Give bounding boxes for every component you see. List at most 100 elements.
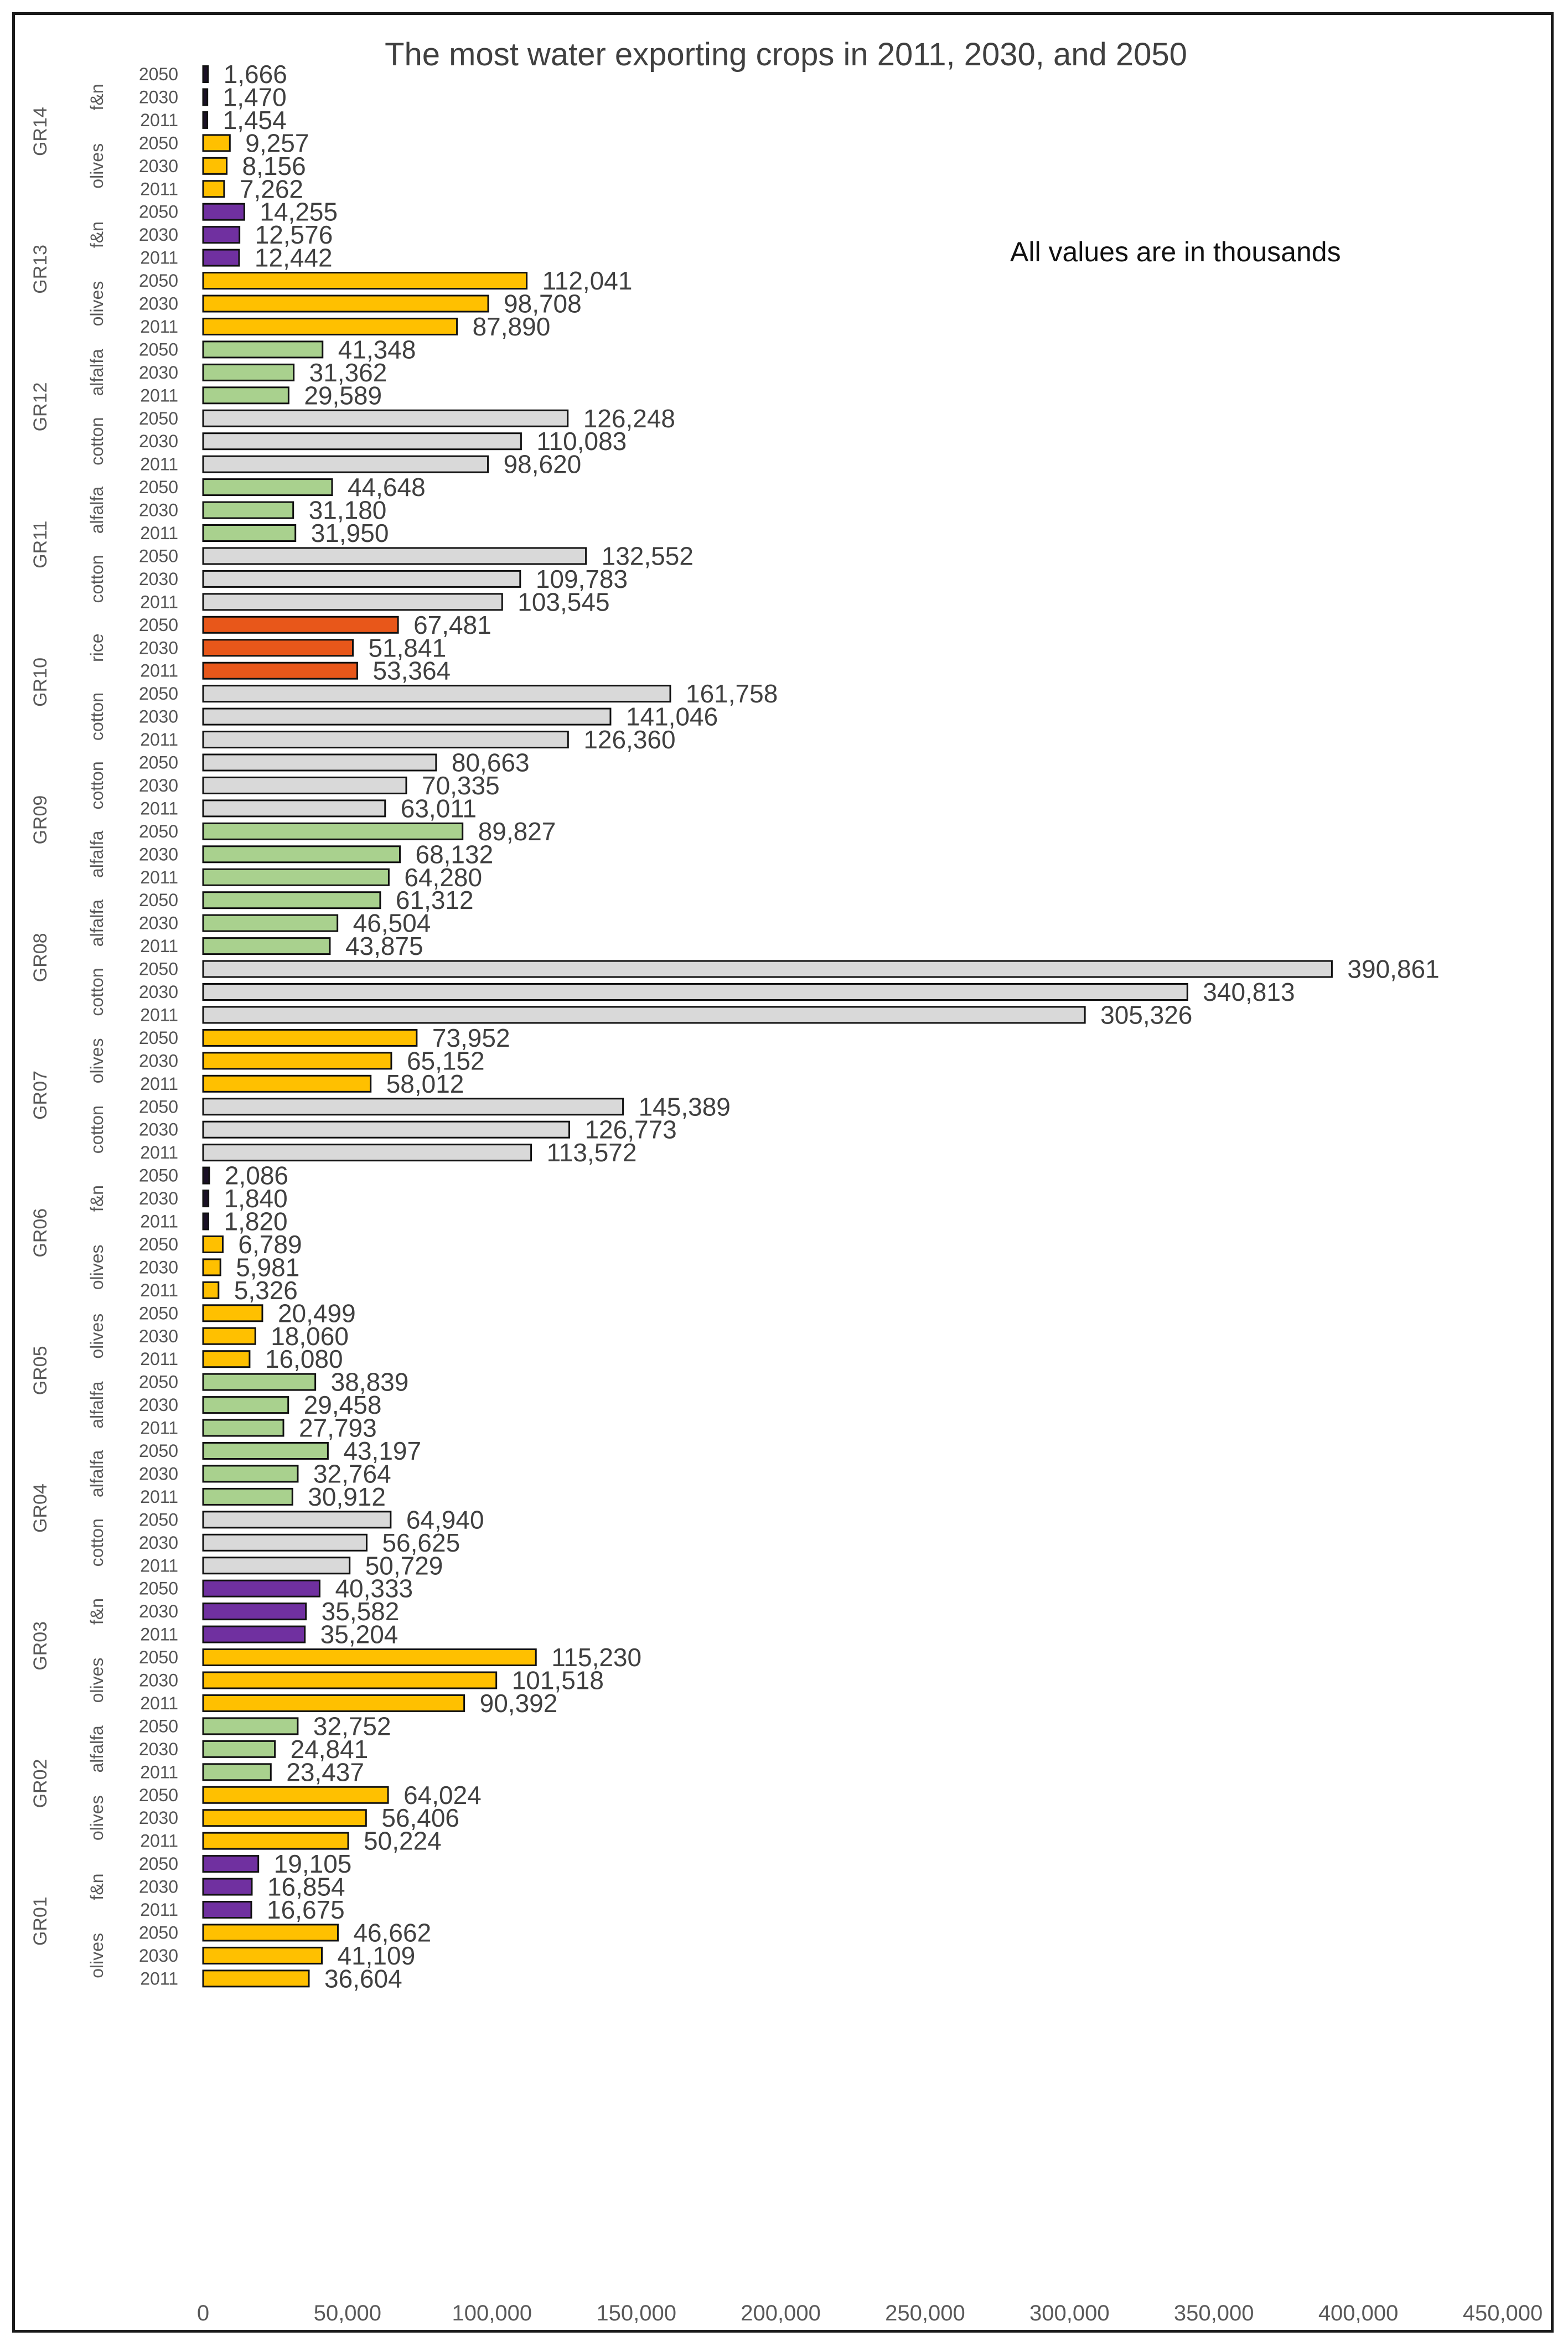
bar <box>202 1006 1086 1024</box>
data-label: 16,675 <box>267 1895 345 1924</box>
crop-label: alfalfa <box>87 349 107 396</box>
bar <box>202 1694 465 1712</box>
bar <box>202 455 489 473</box>
crop-label: cotton <box>87 1518 107 1567</box>
year-label: 2050 <box>139 1234 178 1254</box>
x-tick-label: 450,000 <box>1463 2301 1543 2325</box>
data-label: 19,105 <box>274 1849 352 1878</box>
chart-annotation: All values are in thousands <box>1010 236 1341 267</box>
year-label: 2030 <box>139 225 178 245</box>
data-label: 61,312 <box>396 886 474 914</box>
data-label: 31,180 <box>309 496 387 525</box>
year-label: 2030 <box>139 1946 178 1966</box>
year-label: 2050 <box>139 890 178 910</box>
year-label: 2030 <box>139 1326 178 1346</box>
year-label: 2030 <box>139 1533 178 1553</box>
data-label: 38,839 <box>331 1368 409 1397</box>
bar <box>202 363 295 381</box>
crop-label: alfalfa <box>87 1725 107 1773</box>
year-label: 2050 <box>139 1303 178 1323</box>
data-label: 12,442 <box>255 244 333 272</box>
bar <box>202 1304 263 1322</box>
bar <box>202 1144 532 1162</box>
year-label: 2011 <box>140 1074 178 1094</box>
year-label: 2030 <box>139 363 178 382</box>
data-label: 7,262 <box>240 174 303 203</box>
year-label: 2011 <box>140 385 178 405</box>
bar <box>202 1946 323 1965</box>
year-label: 2030 <box>139 844 178 864</box>
crop-label: cotton <box>87 692 107 741</box>
year-label: 2030 <box>139 431 178 451</box>
bar <box>202 845 401 864</box>
bar <box>202 776 407 794</box>
data-label: 64,280 <box>404 863 482 892</box>
year-label: 2030 <box>139 638 178 658</box>
data-label: 14,255 <box>260 198 338 226</box>
data-label: 90,392 <box>480 1689 558 1718</box>
data-label: 27,793 <box>299 1414 377 1443</box>
year-label: 2030 <box>139 1601 178 1621</box>
bar <box>202 685 671 703</box>
data-label: 16,854 <box>267 1873 345 1901</box>
crop-label: f&n <box>87 221 107 248</box>
data-label: 51,841 <box>368 633 446 662</box>
bar <box>202 1855 260 1873</box>
year-label: 2030 <box>139 569 178 589</box>
data-label: 87,890 <box>473 312 551 341</box>
bar <box>202 1419 284 1437</box>
data-label: 40,333 <box>335 1574 413 1603</box>
year-label: 2011 <box>140 592 178 612</box>
year-label: 2050 <box>139 1785 178 1805</box>
group-label: GR06 <box>30 1208 51 1258</box>
data-label: 29,589 <box>304 381 382 410</box>
group-label: GR01 <box>30 1896 51 1946</box>
data-label: 12,576 <box>255 220 333 249</box>
bar <box>202 134 231 152</box>
bar <box>202 1028 418 1047</box>
bar <box>202 1373 317 1391</box>
data-label: 67,481 <box>413 611 491 639</box>
crop-label: cotton <box>87 417 107 466</box>
year-label: 2030 <box>139 1051 178 1071</box>
bar <box>202 1442 329 1460</box>
x-tick-label: 100,000 <box>452 2301 532 2325</box>
year-label: 2011 <box>140 1418 178 1438</box>
year-label: 2030 <box>139 1395 178 1415</box>
bar <box>202 1625 306 1643</box>
year-label: 2011 <box>140 1487 178 1507</box>
bar <box>202 249 240 267</box>
group-label: GR03 <box>30 1621 51 1671</box>
year-label: 2011 <box>140 110 178 130</box>
data-label: 16,080 <box>265 1345 343 1373</box>
year-label: 2050 <box>139 339 178 359</box>
x-tick-label: 200,000 <box>741 2301 821 2325</box>
data-label: 53,364 <box>372 656 451 685</box>
bar <box>202 340 324 359</box>
group-label: GR08 <box>30 933 51 982</box>
year-label: 2030 <box>139 500 178 520</box>
year-label: 2050 <box>139 202 178 222</box>
data-label: 50,729 <box>365 1551 443 1580</box>
data-label: 126,248 <box>583 404 675 433</box>
data-label: 32,764 <box>313 1459 391 1488</box>
year-label: 2030 <box>139 776 178 795</box>
data-label: 1,666 <box>224 60 287 89</box>
bar <box>202 111 209 129</box>
crop-label: olives <box>87 281 107 327</box>
data-label: 5,326 <box>234 1276 298 1305</box>
year-label: 2011 <box>140 1831 178 1851</box>
group-label: GR05 <box>30 1346 51 1395</box>
bar <box>202 707 612 726</box>
bar <box>202 1602 307 1621</box>
data-label: 126,773 <box>584 1115 676 1144</box>
year-label: 2011 <box>140 1280 178 1300</box>
year-label: 2011 <box>140 661 178 681</box>
data-label: 126,360 <box>583 725 675 754</box>
bar <box>202 1533 368 1552</box>
data-label: 1,470 <box>223 82 287 111</box>
bar <box>202 1832 349 1850</box>
year-label: 2050 <box>139 1441 178 1461</box>
crop-label: rice <box>87 633 107 662</box>
year-label: 2030 <box>139 1739 178 1759</box>
